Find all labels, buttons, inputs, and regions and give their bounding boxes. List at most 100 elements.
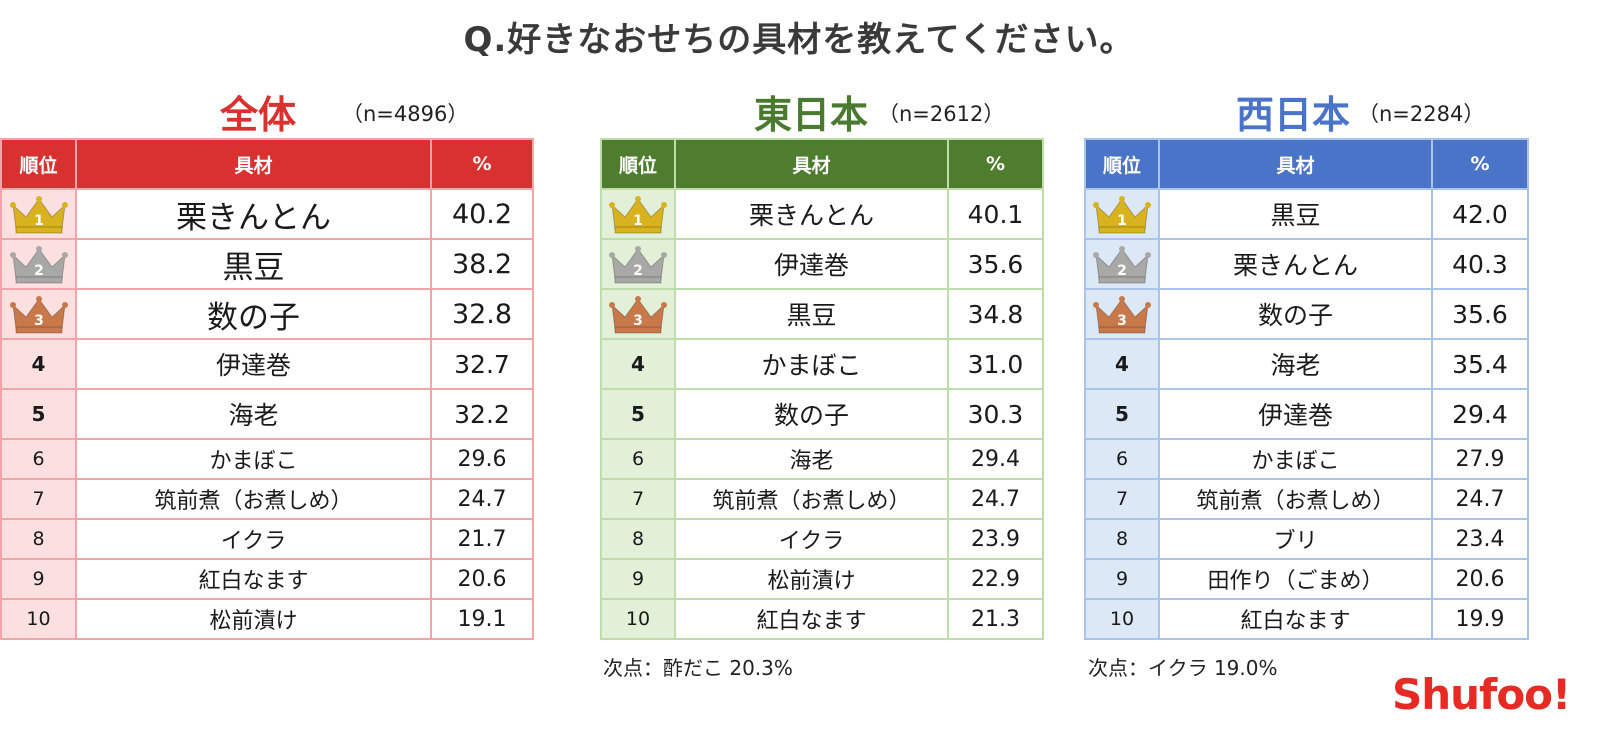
header-item: 具材	[75, 138, 432, 190]
page-title: Q.好きなおせちの具材を教えてください。	[463, 20, 1135, 60]
rank-cell: 4	[600, 338, 676, 390]
table-row: 7 筑前煮（お煮しめ） 24.7	[1084, 478, 1529, 520]
svg-text:1: 1	[633, 213, 643, 229]
item-cell: 田作り（ごまめ）	[1158, 558, 1433, 600]
sample-size: （n=4896）	[342, 102, 469, 126]
rank-cell: 7	[0, 478, 77, 520]
header-item: 具材	[674, 138, 949, 190]
rank-cell: 5	[1084, 388, 1160, 440]
item-cell: 海老	[1158, 338, 1433, 390]
table-header-row: 順位 具材 %	[600, 138, 1044, 190]
item-cell: 栗きんとん	[75, 188, 432, 240]
silver-crown-icon: 2	[609, 243, 667, 285]
rank-cell: 1	[600, 188, 676, 240]
rank-cell: 1	[1084, 188, 1160, 240]
percent-cell: 20.6	[430, 558, 534, 600]
ranking-table: 順位 具材 % 1 黒豆 42.0 2 栗きんとん 40.3 3 数の子 35.6 4 海老 35.4…	[1084, 138, 1529, 640]
percent-cell: 21.3	[947, 598, 1044, 640]
gold-crown-icon: 1	[1093, 193, 1151, 235]
item-cell: かまぼこ	[75, 438, 432, 480]
header-rank: 順位	[1084, 138, 1160, 190]
item-cell: 紅白なます	[674, 598, 949, 640]
percent-cell: 32.8	[430, 288, 534, 340]
panel-title: 東日本	[754, 93, 869, 137]
table-row: 1 栗きんとん 40.2	[0, 188, 534, 240]
panel-header: 西日本 （n=2284）	[1084, 80, 1527, 138]
panel-header: 東日本 （n=2612）	[600, 80, 1042, 138]
rank-cell: 10	[600, 598, 676, 640]
header-pct: %	[947, 138, 1044, 190]
table-row: 3 黒豆 34.8	[600, 288, 1044, 340]
item-cell: 海老	[674, 438, 949, 480]
percent-cell: 19.1	[430, 598, 534, 640]
table-row: 4 かまぼこ 31.0	[600, 338, 1044, 390]
panel-header: 全体 （n=4896）	[0, 80, 532, 138]
rank-cell: 7	[1084, 478, 1160, 520]
percent-cell: 35.6	[1431, 288, 1529, 340]
table-row: 10 松前漬け 19.1	[0, 598, 534, 640]
rank-cell: 5	[0, 388, 77, 440]
item-cell: 伊達巻	[674, 238, 949, 290]
table-row: 5 数の子 30.3	[600, 388, 1044, 440]
bronze-crown-icon: 3	[1093, 293, 1151, 335]
rank-cell: 3	[600, 288, 676, 340]
table-row: 4 海老 35.4	[1084, 338, 1529, 390]
rank-cell: 2	[0, 238, 77, 290]
percent-cell: 27.9	[1431, 438, 1529, 480]
svg-text:3: 3	[34, 313, 44, 329]
rank-cell: 6	[600, 438, 676, 480]
item-cell: 栗きんとん	[1158, 238, 1433, 290]
table-row: 8 ブリ 23.4	[1084, 518, 1529, 560]
percent-cell: 21.7	[430, 518, 534, 560]
rank-cell: 8	[0, 518, 77, 560]
table-row: 6 かまぼこ 27.9	[1084, 438, 1529, 480]
rank-cell: 9	[600, 558, 676, 600]
rank-cell: 6	[1084, 438, 1160, 480]
item-cell: 筑前煮（お煮しめ）	[1158, 478, 1433, 520]
rank-cell: 8	[600, 518, 676, 560]
table-row: 10 紅白なます 19.9	[1084, 598, 1529, 640]
item-cell: 黒豆	[75, 238, 432, 290]
ranking-panel-west: 西日本 （n=2284） 順位 具材 % 1 黒豆 42.0 2 栗きんとん 40.3 3 数…	[1084, 80, 1529, 640]
percent-cell: 31.0	[947, 338, 1044, 390]
item-cell: 黒豆	[674, 288, 949, 340]
item-cell: ブリ	[1158, 518, 1433, 560]
rank-cell: 9	[1084, 558, 1160, 600]
table-row: 9 紅白なます 20.6	[0, 558, 534, 600]
gold-crown-icon: 1	[9, 193, 68, 235]
header-rank: 順位	[600, 138, 676, 190]
ranking-panel-all: 全体 （n=4896） 順位 具材 % 1 栗きんとん 40.2 2 黒豆 38.2 3 数の…	[0, 80, 534, 640]
table-row: 8 イクラ 23.9	[600, 518, 1044, 560]
percent-cell: 40.3	[1431, 238, 1529, 290]
item-cell: 紅白なます	[75, 558, 432, 600]
rank-cell: 3	[1084, 288, 1160, 340]
header-item: 具材	[1158, 138, 1433, 190]
shufoo-logo: Shufoo!	[1392, 670, 1571, 719]
header-pct: %	[1431, 138, 1529, 190]
percent-cell: 22.9	[947, 558, 1044, 600]
rank-cell: 4	[0, 338, 77, 390]
runner-up-note-east: 次点：酢だこ 20.3%	[603, 656, 793, 680]
svg-text:2: 2	[1117, 263, 1127, 279]
sample-size: （n=2284）	[1358, 102, 1485, 126]
svg-text:2: 2	[633, 263, 643, 279]
header-pct: %	[430, 138, 534, 190]
item-cell: 数の子	[75, 288, 432, 340]
table-header-row: 順位 具材 %	[0, 138, 534, 190]
silver-crown-icon: 2	[9, 243, 68, 285]
percent-cell: 40.2	[430, 188, 534, 240]
percent-cell: 29.6	[430, 438, 534, 480]
percent-cell: 23.9	[947, 518, 1044, 560]
table-header-row: 順位 具材 %	[1084, 138, 1529, 190]
table-row: 1 黒豆 42.0	[1084, 188, 1529, 240]
sample-size: （n=2612）	[878, 102, 1005, 126]
percent-cell: 42.0	[1431, 188, 1529, 240]
table-row: 5 海老 32.2	[0, 388, 534, 440]
rank-cell: 9	[0, 558, 77, 600]
panel-title: 全体	[220, 93, 297, 137]
percent-cell: 34.8	[947, 288, 1044, 340]
table-row: 7 筑前煮（お煮しめ） 24.7	[0, 478, 534, 520]
table-row: 5 伊達巻 29.4	[1084, 388, 1529, 440]
table-row: 1 栗きんとん 40.1	[600, 188, 1044, 240]
ranking-panel-east: 東日本 （n=2612） 順位 具材 % 1 栗きんとん 40.1 2 伊達巻 35.6 3…	[600, 80, 1044, 640]
